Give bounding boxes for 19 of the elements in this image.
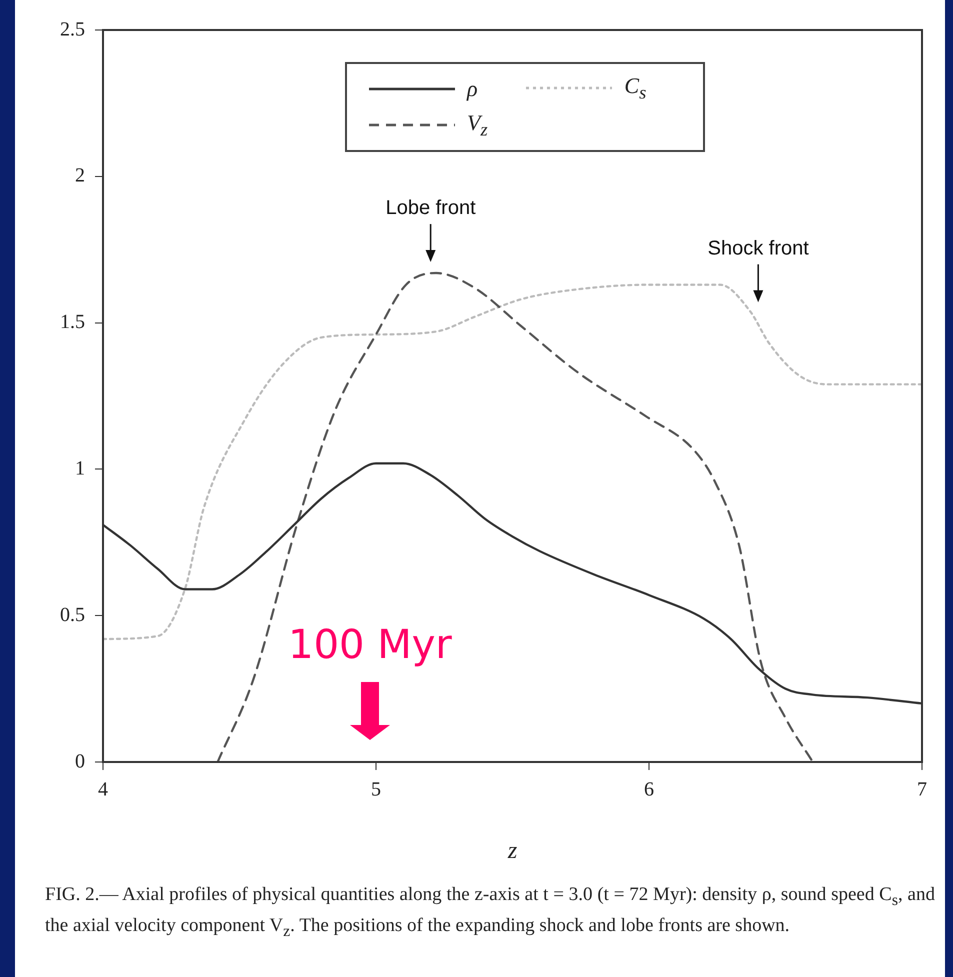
legend-label: ρ [467, 76, 478, 102]
annotation: 100 Myr [288, 622, 452, 668]
y-tick-label: 2.5 [60, 18, 85, 40]
x-tick-label: 6 [644, 778, 654, 800]
annotation: Lobe front [386, 197, 476, 220]
y-tick-label: 0.5 [60, 604, 85, 626]
y-tick-label: 0 [75, 750, 85, 772]
x-tick-label: 4 [98, 778, 108, 800]
line-series [216, 272, 814, 762]
legend-label: C$_{s}$ [624, 73, 646, 104]
y-tick-label: 1 [75, 457, 85, 480]
annotation: Shock front [708, 237, 810, 260]
legend-label: V$_{z}$ [467, 110, 488, 141]
x-tick-label: 7 [917, 778, 927, 800]
x-axis-title: z [506, 838, 518, 864]
y-tick-label: 2 [75, 164, 85, 187]
x-tick-label: 5 [371, 778, 381, 800]
y-tick-label: 1.5 [60, 311, 85, 334]
text: FIG. 2.— Axial profiles of physical quantities along the z-axis at t = 3.0 (t = 72 Myr): density ρ, sound speed C$_{s}$, and the axial velocity component V$_{z}$. The positions of the expanding shock and lobe fronts are shown. [45, 884, 935, 940]
